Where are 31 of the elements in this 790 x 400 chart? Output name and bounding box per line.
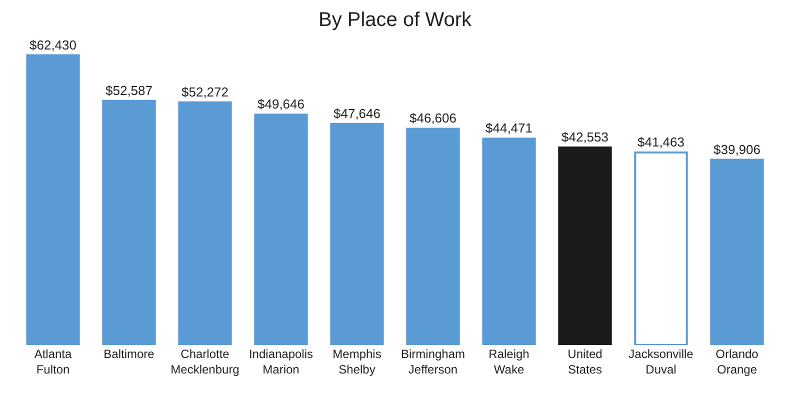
x-tick-label: Charlotte Mecklenburg <box>170 347 240 377</box>
data-label: $41,463 <box>638 134 684 150</box>
data-label: $46,606 <box>410 110 456 126</box>
bar <box>102 100 156 345</box>
data-label: $49,646 <box>258 96 304 112</box>
bar <box>710 158 764 345</box>
x-tick-label: Memphis Shelby <box>332 347 382 377</box>
x-tick-label: United States <box>568 347 602 377</box>
data-label: $47,646 <box>334 106 380 121</box>
data-label: $42,553 <box>562 130 608 144</box>
x-tick-label: Birmingham Jefferson <box>400 347 466 377</box>
data-label: $52,587 <box>106 82 152 98</box>
bar <box>406 128 460 345</box>
data-label: $39,906 <box>714 142 760 157</box>
x-tick-label: Jacksonville Duval <box>628 347 694 377</box>
bar <box>178 101 232 345</box>
data-label: $52,272 <box>182 84 228 100</box>
bar <box>26 54 80 345</box>
x-tick-label: Atlanta Fulton <box>34 347 72 377</box>
bar <box>482 138 536 345</box>
data-label: $62,430 <box>30 37 76 52</box>
x-tick-label: Baltimore <box>104 347 155 361</box>
bar <box>558 146 612 345</box>
x-tick-label: Orlando Orange <box>716 347 759 377</box>
chart-title: By Place of Work <box>318 9 472 31</box>
bar <box>330 122 384 345</box>
data-label: $44,471 <box>486 120 532 136</box>
x-tick-label: Indianapolis Marion <box>248 347 314 377</box>
bar <box>634 152 688 345</box>
bar <box>254 114 308 345</box>
x-tick-label: Raleigh Wake <box>488 347 530 377</box>
